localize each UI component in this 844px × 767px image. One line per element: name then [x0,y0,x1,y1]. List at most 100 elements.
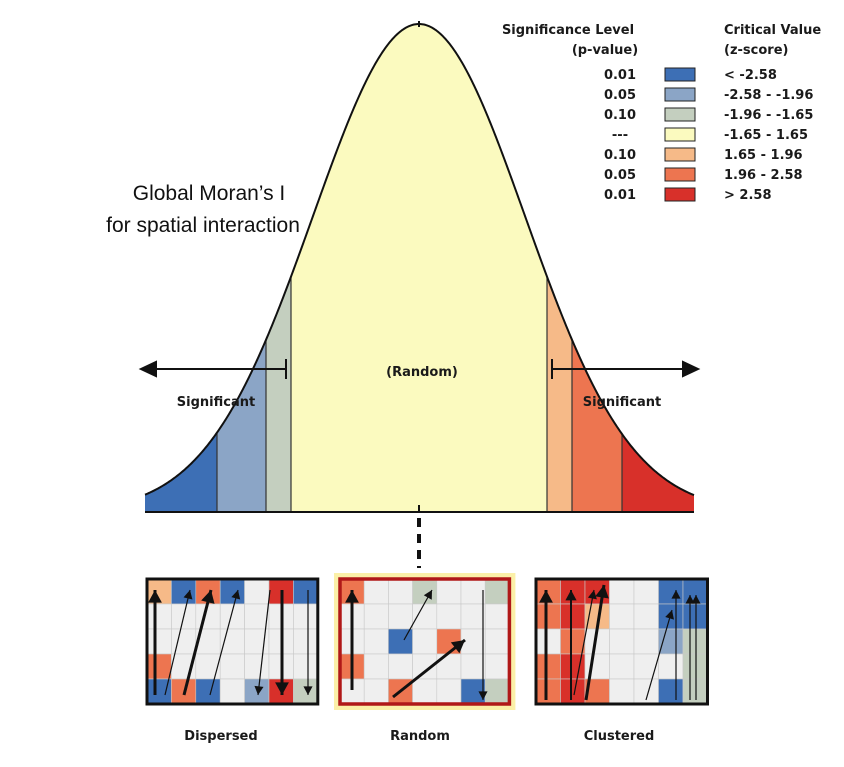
grid-cell [560,678,586,705]
significant-left-label: Significant [177,395,255,410]
grid-cell [535,653,561,680]
legend-zscore: < -2.58 [724,68,777,83]
legend-pvalue: 0.01 [604,68,636,83]
arrow-head [595,585,609,599]
legend-pvalue: 0.05 [604,88,636,103]
grid-cell [658,628,684,655]
grid-cell [412,578,438,605]
arrow-head [587,590,597,600]
legend-crit-header-2: (z-score) [724,43,788,58]
grid-cell [560,628,586,655]
grid-cell [682,603,708,630]
interaction-arrow [573,589,595,696]
panel-clustered [534,577,709,706]
arrow-head [148,590,162,603]
grid-cell [609,578,635,605]
grid-cell [460,653,486,680]
arrow-head [345,590,359,603]
grid-cell [484,653,510,680]
grid-cell [633,678,659,705]
grid-cell [146,628,172,655]
fill-lt-005 [217,339,266,512]
grid-cell [609,628,635,655]
grid-cell [633,603,659,630]
grid-cell [219,678,245,705]
legend-zscore: -1.65 - 1.65 [724,128,808,143]
arrow-head [231,590,241,600]
grid-cell [484,603,510,630]
grid-cell [658,653,684,680]
grid-cell [412,678,438,705]
grid-cell [658,578,684,605]
legend-zscore: > 2.58 [724,188,772,203]
grid-cell [535,603,561,630]
grid-cell [195,603,221,630]
grid-cell [293,603,319,630]
grid-cell [219,653,245,680]
legend-pvalue: 0.01 [604,188,636,203]
fill-gt-001 [622,434,694,512]
grid-cell [363,578,389,605]
grid-cell [484,678,510,705]
grid-cell [535,678,561,705]
grid-cell [484,578,510,605]
grid-cell [584,678,610,705]
interaction-arrow [584,584,606,701]
interaction-arrow [182,589,213,696]
title-line-2: for spatial interaction [106,214,300,237]
interaction-arrow [645,609,673,701]
grid-cell [146,653,172,680]
legend-zscore: -2.58 - -1.96 [724,88,813,103]
grid-cell [219,578,245,605]
panel-dispersed [145,577,320,706]
arrow-head [303,686,313,695]
legend-swatch [664,187,696,202]
grid-cell [293,578,319,605]
grid-cell [388,603,413,630]
arrow-head [478,691,488,700]
legend-zscore: 1.96 - 2.58 [724,168,803,183]
arrow-head [201,590,215,604]
random-label: (Random) [386,365,458,380]
grid-cell [293,628,319,655]
grid-cell [633,578,659,605]
grid-cell [412,628,438,655]
grid-cell [609,603,635,630]
grid-cell [460,578,486,605]
pattern-panels [145,573,709,710]
legend-pvalue: 0.10 [604,148,636,163]
grid-cell [388,653,413,680]
grid-cell [535,628,561,655]
grid-cell [388,578,413,605]
interaction-arrow [392,638,466,699]
grid-cell [658,678,684,705]
arrow-head [671,590,681,599]
panel-label-dispersed: Dispersed [184,729,257,744]
grid-cell [363,678,389,705]
grid-cell [633,653,659,680]
left-significance-arrow [138,359,287,379]
grid-cell [363,653,389,680]
legend-pvalue: --- [612,128,628,143]
legend-swatch [664,147,696,162]
fill-gt-010 [547,276,572,512]
arrow-head [565,590,577,601]
legend-swatch [664,167,696,182]
arrow-head [539,590,553,603]
grid-cell [682,678,708,705]
grid-cell [633,628,659,655]
grid-cell [219,603,245,630]
arrow-head [183,590,193,600]
grid-cell [436,603,462,630]
grid-cell [244,578,270,605]
grid-cell [363,628,389,655]
legend-sig-header-2: (p-value) [572,43,638,58]
grid-cell [293,653,319,680]
grid-cell [460,603,486,630]
legend-swatch [664,107,696,122]
panel-border [338,577,512,706]
interaction-arrow [403,589,433,641]
legend-sig-header-1: Significance Level [502,23,634,38]
grid-cell [412,603,438,630]
